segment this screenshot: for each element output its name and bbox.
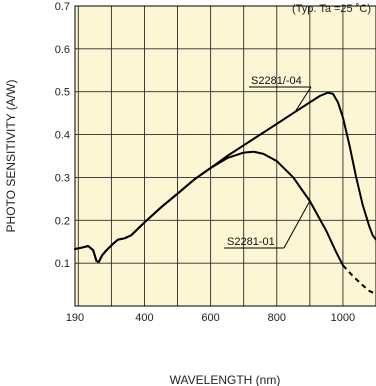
x-axis-title: WAVELENGTH (nm)	[170, 373, 281, 386]
series-label: S2281-01	[227, 236, 275, 248]
y-tick-label: 0.7	[55, 1, 70, 13]
y-tick-label: 0.4	[55, 130, 70, 142]
tick-labels: 190 400 600 800 1000 0.1 0.2 0.3 0.4 0.5 0.6 0.7	[55, 1, 355, 324]
series-annotations: S2281/-04 S2281-01	[224, 75, 312, 249]
y-tick-label: 0.6	[55, 44, 70, 56]
x-tick-label: 190	[66, 312, 84, 324]
series-line-s2281-01	[74, 150, 344, 267]
y-tick-label: 0.3	[55, 172, 70, 184]
series-label-leader	[294, 86, 312, 113]
y-axis-title: PHOTO SENSITIVITY (A/W)	[4, 80, 18, 233]
y-tick-label: 0.1	[55, 258, 70, 270]
series-line-s2281-01-dashed	[342, 264, 376, 295]
plot-border	[74, 5, 376, 307]
series-label-leader	[283, 200, 311, 249]
y-tick-label: 0.5	[55, 87, 70, 99]
y-tick-label: 0.2	[55, 215, 70, 227]
conditions-note: (Typ. Ta =25 ˚C)	[292, 3, 371, 15]
x-tick-label: 600	[201, 312, 219, 324]
grid-lines	[75, 6, 376, 306]
series-lines	[74, 91, 376, 295]
x-tick-label: 800	[268, 312, 286, 324]
series-label: S2281/-04	[251, 75, 302, 87]
x-tick-label: 1000	[331, 312, 355, 324]
x-tick-label: 400	[135, 312, 153, 324]
